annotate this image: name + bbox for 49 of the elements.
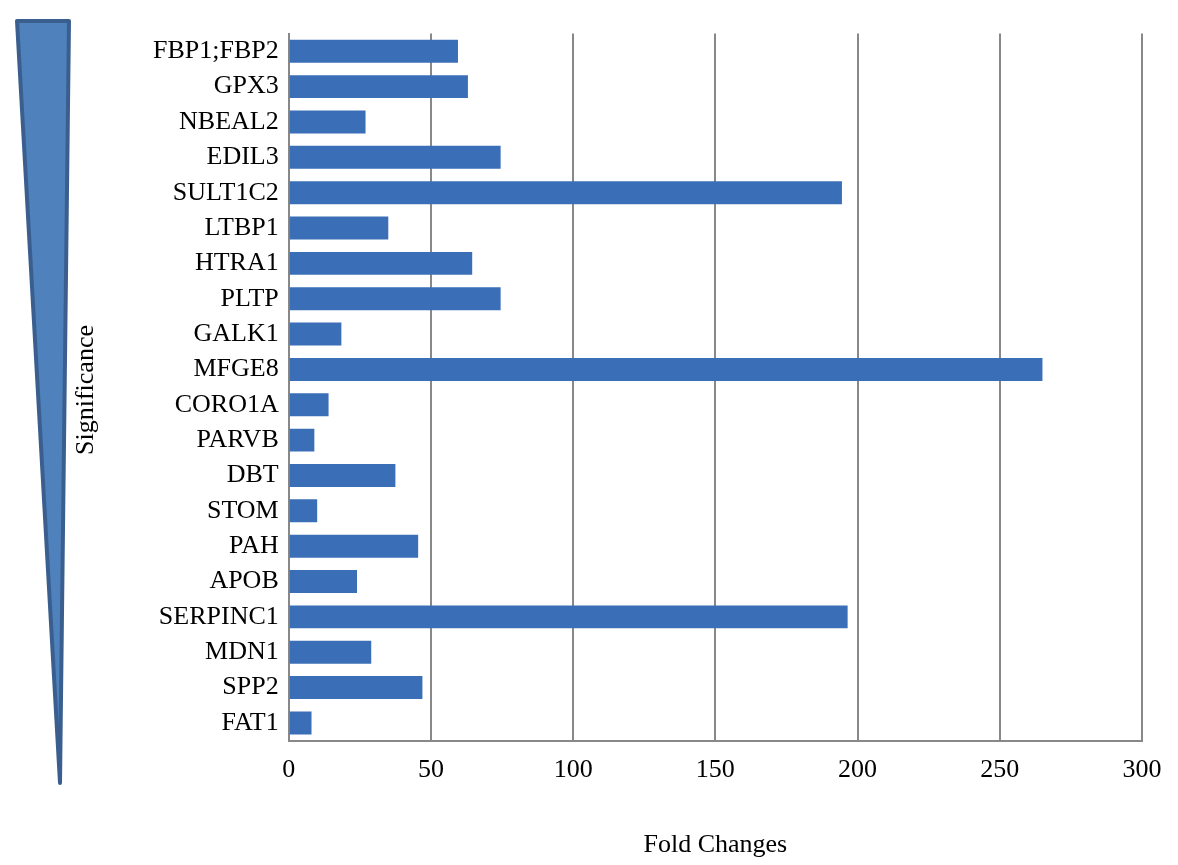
bar bbox=[289, 75, 468, 99]
y-tick-label: SERPINC1 bbox=[158, 600, 279, 630]
y-tick-label: PARVB bbox=[196, 423, 279, 453]
y-tick-label: GALK1 bbox=[193, 317, 279, 347]
bar bbox=[289, 181, 842, 205]
x-axis-title: Fold Changes bbox=[643, 829, 788, 859]
x-tick-label: 200 bbox=[838, 754, 878, 784]
y-tick-label: SPP2 bbox=[222, 671, 279, 701]
bar bbox=[289, 499, 318, 523]
x-tick-label: 150 bbox=[695, 754, 735, 784]
x-tick-label: 100 bbox=[553, 754, 593, 784]
bar bbox=[289, 428, 315, 452]
bar bbox=[289, 39, 458, 63]
x-tick-label: 0 bbox=[282, 754, 296, 784]
bar bbox=[289, 676, 423, 700]
bar bbox=[289, 216, 389, 240]
y-tick-label: LTBP1 bbox=[204, 211, 279, 241]
bar bbox=[289, 640, 372, 664]
y-tick-label: PLTP bbox=[220, 282, 279, 312]
y-tick-label: DBT bbox=[226, 459, 279, 489]
bar bbox=[289, 322, 342, 346]
y-tick-label: HTRA1 bbox=[194, 247, 279, 277]
y-tick-label: EDIL3 bbox=[206, 141, 279, 171]
y-tick-label: PAH bbox=[229, 530, 279, 559]
bar bbox=[289, 251, 473, 275]
x-tick-label: 300 bbox=[1122, 754, 1162, 784]
x-tick-label: 250 bbox=[980, 754, 1020, 784]
bar bbox=[289, 145, 501, 169]
y-tick-label: FAT1 bbox=[221, 706, 279, 736]
bar bbox=[289, 570, 358, 594]
bar bbox=[289, 357, 1043, 381]
bar bbox=[289, 393, 329, 417]
y-tick-label: NBEAL2 bbox=[179, 105, 279, 135]
bar bbox=[289, 110, 366, 134]
y-tick-label: STOM bbox=[206, 494, 279, 524]
y-tick-label: MDN1 bbox=[205, 636, 279, 666]
bar bbox=[289, 463, 396, 487]
bar bbox=[289, 605, 848, 629]
y-axis-title: Significance bbox=[70, 325, 100, 455]
y-tick-label: FBP1;FBP2 bbox=[153, 35, 279, 65]
x-tick-label: 50 bbox=[417, 754, 444, 784]
y-tick-label: GPX3 bbox=[213, 70, 279, 100]
y-tick-label: MFGE8 bbox=[193, 353, 279, 383]
bar bbox=[289, 711, 312, 735]
y-tick-label: SULT1C2 bbox=[172, 176, 279, 206]
bar bbox=[289, 287, 501, 311]
bar bbox=[289, 534, 419, 558]
y-tick-label: CORO1A bbox=[174, 388, 279, 418]
y-tick-label: APOB bbox=[209, 565, 279, 595]
